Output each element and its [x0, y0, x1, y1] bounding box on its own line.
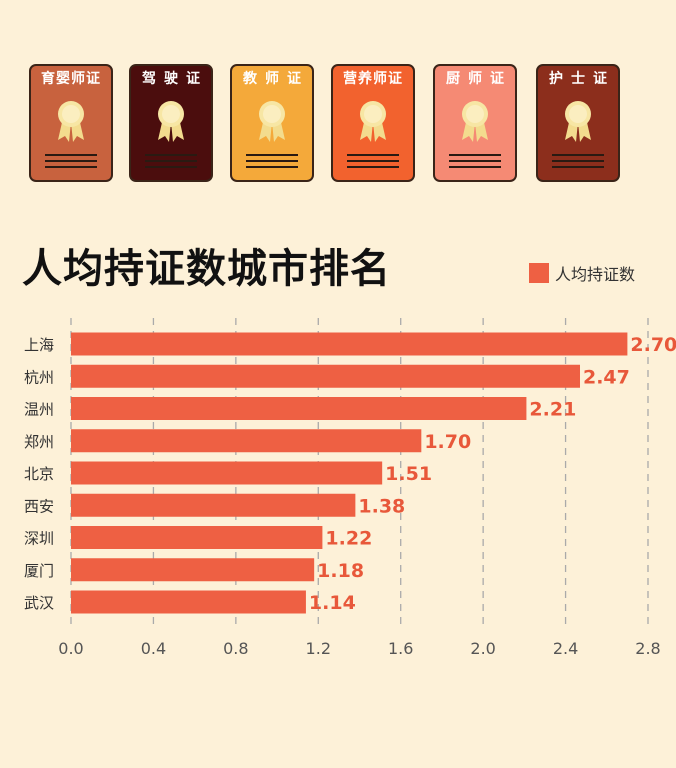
certificate-card: 教师证 — [230, 64, 314, 182]
certificate-card: 厨师证 — [433, 64, 517, 182]
x-tick-label: 0.4 — [141, 639, 166, 658]
bar — [71, 364, 580, 388]
medal-icon — [145, 101, 197, 168]
certificate-label: 驾驶证 — [142, 71, 208, 87]
medal-icon — [449, 101, 501, 168]
certificate-card: 驾驶证 — [129, 64, 213, 182]
bar — [71, 590, 306, 614]
medal-icon — [552, 101, 604, 168]
data-label: 1.51 — [385, 463, 432, 485]
certificate-label: 厨师证 — [446, 71, 512, 87]
category-label: 厦门 — [24, 562, 54, 580]
category-label: 郑州 — [24, 433, 54, 451]
certificate-label: 教师证 — [243, 71, 309, 87]
legend-label: 人均持证数 — [555, 265, 636, 284]
bar — [71, 429, 422, 453]
legend-swatch — [529, 263, 549, 283]
bar-chart: 0.0 0.4 0.8 1.2 1.6 2.0 2.4 2.8 上海 2.70 杭州 2.47 温州 2.… — [24, 318, 676, 658]
category-label: 深圳 — [24, 530, 54, 548]
data-label: 2.21 — [529, 399, 576, 421]
certificate-label: 育婴师证 — [41, 71, 101, 87]
x-tick-label: 2.0 — [470, 639, 495, 658]
data-label: 1.22 — [325, 528, 372, 550]
bar — [71, 332, 628, 356]
medal-icon — [45, 101, 97, 168]
certificate-label: 护士证 — [549, 71, 615, 87]
x-tick-label: 0.8 — [223, 639, 248, 658]
category-label: 西安 — [24, 497, 54, 515]
category-label: 温州 — [24, 401, 54, 419]
x-tick-label: 2.8 — [635, 639, 660, 658]
certificate-icons-row: 育婴师证 驾驶证 教师证 营养师证 厨师证 护士证 — [0, 0, 676, 200]
category-label: 武汉 — [24, 594, 54, 612]
bar — [71, 461, 383, 485]
data-label: 2.70 — [630, 334, 676, 356]
certificate-card: 育婴师证 — [29, 64, 113, 182]
category-label: 上海 — [24, 336, 54, 354]
category-label: 北京 — [24, 465, 54, 483]
chart-legend: 人均持证数 — [529, 262, 635, 284]
certificate-card: 营养师证 — [331, 64, 415, 182]
medal-icon — [347, 101, 399, 168]
bar — [71, 493, 356, 517]
x-tick-label: 2.4 — [553, 639, 578, 658]
data-label: 1.18 — [317, 560, 364, 582]
certificate-card: 护士证 — [536, 64, 620, 182]
bar — [71, 558, 315, 582]
bar — [71, 526, 323, 549]
bar — [71, 397, 527, 420]
category-label: 杭州 — [24, 368, 54, 386]
x-tick-label: 1.2 — [306, 639, 331, 658]
data-label: 1.38 — [358, 495, 405, 517]
x-tick-label: 0.0 — [58, 639, 83, 658]
chart-title: 人均持证数城市排名 — [22, 245, 391, 292]
x-tick-label: 1.6 — [388, 639, 413, 658]
data-label: 1.70 — [424, 431, 471, 453]
data-label: 2.47 — [583, 366, 630, 388]
data-label: 1.14 — [309, 592, 356, 614]
certificate-label: 营养师证 — [343, 71, 403, 87]
medal-icon — [246, 101, 298, 168]
